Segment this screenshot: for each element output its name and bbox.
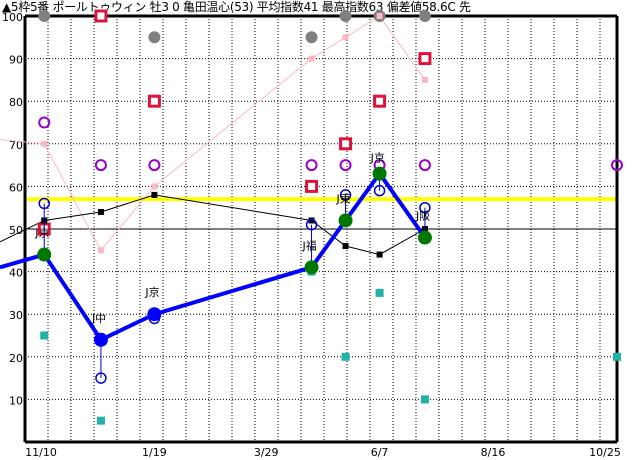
average-series-line [0, 194, 426, 256]
x-tick-label: 3/29 [254, 446, 279, 459]
gray-point [339, 10, 352, 22]
y-tick-label: 10 [9, 394, 23, 407]
average-point [342, 243, 349, 250]
red-point [418, 52, 432, 66]
gray-point [38, 10, 51, 22]
upper-point [38, 197, 50, 210]
index-point [417, 230, 432, 245]
race-venue-label: J東 [336, 192, 351, 205]
red-point [147, 94, 161, 108]
x-tick-label: 10/25 [589, 446, 621, 459]
upper-point [95, 372, 107, 384]
purple-point [418, 159, 431, 172]
index-point [372, 166, 387, 181]
gray-point [148, 31, 161, 44]
race-venue-label: J福 [302, 238, 317, 252]
chart-title: ▲5枠5番 ポールトゥウィン 牡3 0 亀田温心(53) 平均指数41 最高指数… [2, 0, 471, 14]
index-point [93, 332, 108, 347]
x-tick-label: 8/16 [481, 446, 506, 459]
upper-point [305, 218, 318, 231]
index-point [304, 260, 319, 275]
y-tick-label: 80 [9, 96, 23, 109]
next-teal-point [613, 352, 621, 361]
race-venue-label: J京 [370, 151, 385, 165]
race-venue-label: J京 [144, 285, 159, 299]
y-tick-label: 50 [9, 224, 23, 237]
gray-point [305, 31, 318, 44]
x-tick-label: 1/19 [142, 446, 167, 459]
y-tick-label: 70 [9, 139, 23, 152]
pink-point [421, 76, 428, 83]
purple-point [94, 159, 107, 172]
next-purple-point [611, 159, 623, 172]
upper-point [373, 184, 386, 197]
race-venue-label: J京 [34, 226, 49, 240]
y-tick-label: 20 [9, 352, 23, 365]
x-tick-label: 11/10 [25, 446, 57, 459]
x-tick-label: 6/7 [371, 446, 389, 459]
red-point [305, 179, 319, 193]
pink-series-line [0, 15, 426, 252]
pink-point [41, 140, 48, 147]
index-series-line [0, 170, 427, 343]
y-tick-label: 40 [9, 267, 23, 280]
y-tick-label: 30 [9, 309, 23, 322]
upper-point [339, 189, 352, 201]
teal-point [96, 416, 105, 425]
average-point [151, 191, 158, 198]
y-tick-label: 90 [9, 54, 23, 67]
average-point [376, 251, 383, 258]
pink-point [308, 55, 315, 62]
y-tick-label: 100 [2, 11, 23, 24]
pink-point [151, 183, 158, 190]
purple-point [38, 116, 51, 129]
index-point [338, 213, 353, 228]
pink-point [342, 34, 349, 41]
pink-point [376, 13, 383, 19]
red-point [339, 137, 353, 151]
teal-point [341, 352, 350, 361]
purple-point [148, 159, 161, 172]
red-point [373, 94, 387, 108]
average-point [97, 208, 104, 215]
purple-point [305, 159, 318, 172]
index-point [37, 247, 52, 262]
pink-point [97, 247, 104, 254]
teal-point [375, 288, 384, 297]
race-venue-label: J中 [91, 312, 106, 325]
teal-point [40, 331, 49, 340]
purple-point [339, 159, 352, 172]
y-tick-label: 60 [9, 181, 23, 194]
teal-point [420, 395, 429, 404]
red-point [94, 9, 108, 23]
index-point [147, 307, 162, 322]
gray-point [418, 10, 431, 22]
upper-point [419, 201, 431, 214]
race-venue-label: J阪 [415, 209, 430, 223]
